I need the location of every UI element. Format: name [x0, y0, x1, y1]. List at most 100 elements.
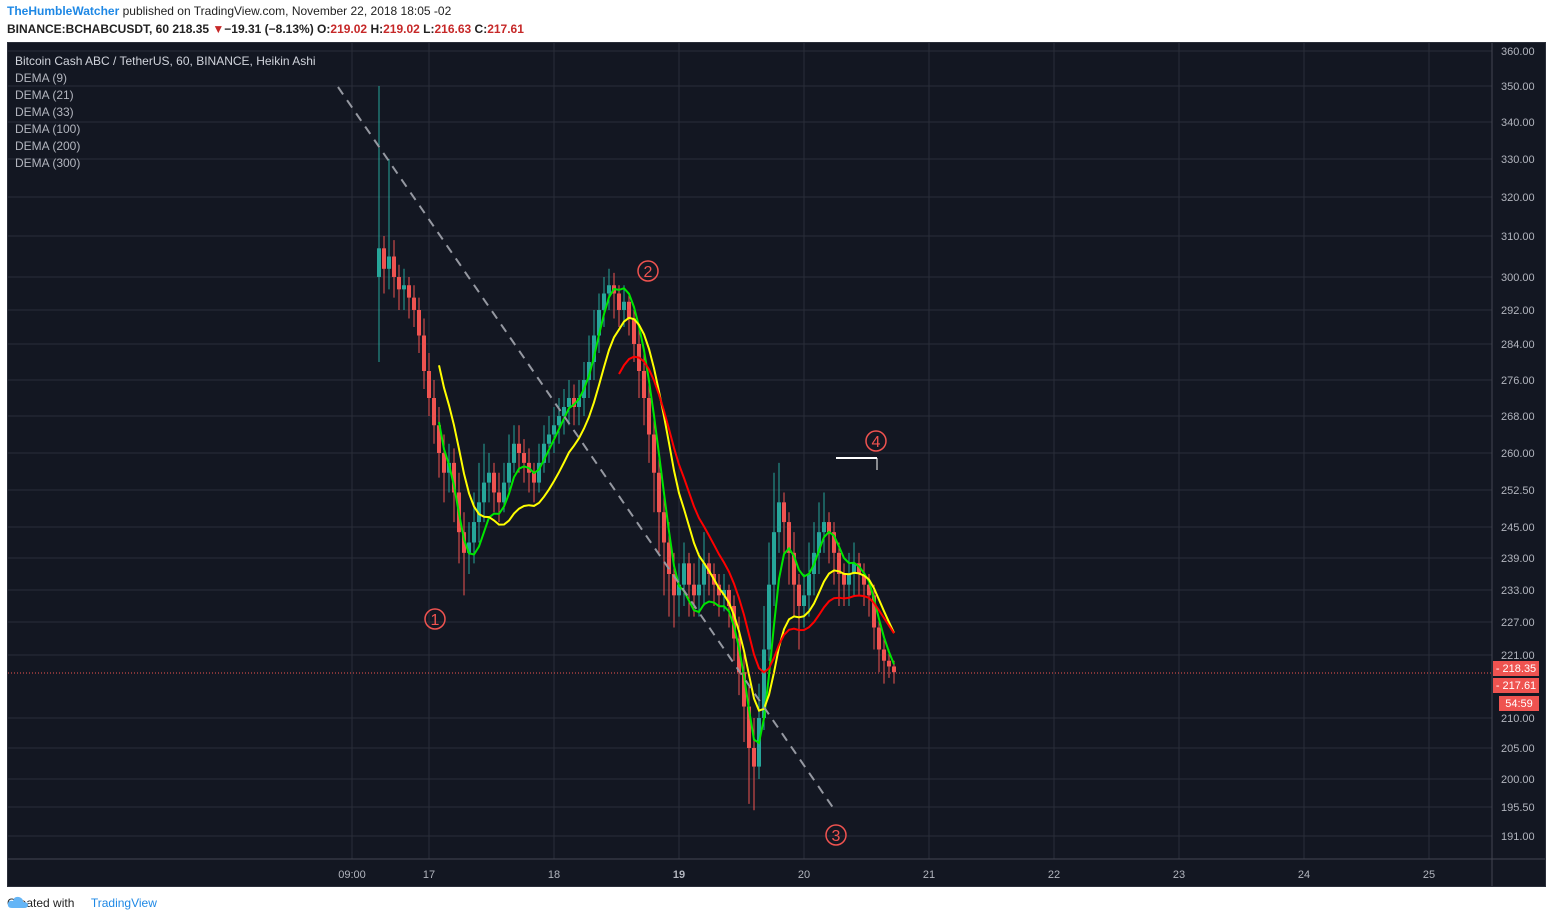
dema-9-line	[438, 287, 895, 745]
candle-body	[882, 649, 886, 661]
candle-body	[752, 748, 756, 767]
candle-body	[722, 590, 726, 596]
candle-body	[837, 552, 841, 574]
candle-body	[842, 574, 846, 585]
x-tick-label: 19	[673, 869, 685, 881]
legend-indicator[interactable]: DEMA (21)	[15, 88, 74, 102]
candle-body	[497, 492, 501, 503]
candle-body	[692, 584, 696, 596]
candle-body	[472, 522, 476, 543]
candle-body	[672, 574, 676, 596]
y-tick-label: 195.50	[1501, 802, 1535, 814]
candle-body	[567, 398, 571, 407]
dema-21-line	[438, 316, 895, 712]
countdown-label: 54:59	[1505, 698, 1533, 710]
candle-body	[832, 532, 836, 553]
candle-body	[762, 649, 766, 718]
y-tick-label: 330.00	[1501, 154, 1535, 166]
wave-label-circle	[637, 260, 659, 282]
candle-body	[487, 472, 491, 483]
y-tick-label: 233.00	[1501, 585, 1535, 597]
candle-body	[857, 563, 861, 574]
candle-body	[652, 434, 656, 473]
candle-body	[537, 462, 541, 483]
low-label: L:	[423, 22, 435, 36]
tradingview-brand-link[interactable]: TradingView	[90, 896, 157, 910]
symbol-name: BINANCE:BCHABCUSDT, 60	[7, 22, 170, 36]
y-tick-label: 245.00	[1501, 522, 1535, 534]
open-label: O:	[317, 22, 331, 36]
price-axis-label-bg	[1493, 661, 1539, 676]
candle-body	[422, 335, 426, 371]
x-tick-label: 25	[1423, 869, 1435, 881]
candle-body	[412, 297, 416, 310]
footer: Created with TradingView	[7, 896, 157, 910]
chart-panel[interactable]	[7, 42, 1546, 887]
candle-body	[592, 335, 596, 362]
price-change: −19.31 (−8.13%)	[224, 22, 314, 36]
legend-indicator[interactable]: DEMA (9)	[15, 71, 68, 85]
candle-body	[387, 256, 391, 269]
candle-body	[552, 425, 556, 435]
symbol-header: BINANCE:BCHABCUSDT, 60 218.35 ▼−19.31 (−…	[7, 22, 524, 36]
x-tick-label: 17	[423, 869, 435, 881]
candle-body	[512, 443, 516, 463]
legend-indicator[interactable]: DEMA (33)	[15, 105, 74, 119]
candle-body	[407, 285, 411, 298]
candle-body	[462, 532, 466, 553]
candle-body	[742, 672, 746, 707]
legend-indicator[interactable]: DEMA (100)	[15, 122, 81, 136]
candle-body	[797, 584, 801, 606]
candle-body	[807, 574, 811, 596]
candle-body	[747, 706, 751, 748]
candle-body	[867, 584, 871, 596]
candle-body	[677, 584, 681, 596]
candle-body	[467, 542, 471, 553]
y-tick-label: 292.00	[1501, 305, 1535, 317]
candle-body	[382, 248, 386, 269]
candle-body	[597, 310, 601, 336]
candle-body	[687, 563, 691, 585]
candle-body	[502, 482, 506, 503]
candle-body	[492, 472, 496, 493]
candle-body	[862, 574, 866, 585]
y-tick-label: 276.00	[1501, 375, 1535, 387]
candle-body	[817, 532, 821, 553]
candle-body	[607, 285, 611, 294]
wave-label-circle	[865, 430, 887, 452]
candle-body	[717, 584, 721, 596]
close-label: C:	[474, 22, 488, 36]
y-tick-label: 221.00	[1501, 650, 1535, 662]
candle-body	[887, 660, 891, 667]
price-axis-label-bg	[1493, 678, 1539, 693]
candle-body	[542, 443, 546, 463]
candle-body	[557, 416, 561, 426]
legend-indicator[interactable]: DEMA (200)	[15, 139, 81, 153]
wave-label-number: 1	[431, 612, 440, 629]
candle-body	[787, 522, 791, 553]
last-price-label: - 218.35	[1496, 663, 1536, 675]
candle-body	[827, 522, 831, 533]
candle-body	[427, 371, 431, 398]
y-tick-label: 284.00	[1501, 339, 1535, 351]
candle-body	[642, 371, 646, 398]
chart-legend: Bitcoin Cash ABC / TetherUS, 60, BINANCE…	[15, 53, 316, 172]
candle-body	[442, 453, 446, 473]
candle-body	[572, 398, 576, 407]
candle-body	[702, 563, 706, 585]
wave-label-number: 3	[832, 828, 841, 845]
y-tick-label: 340.00	[1501, 117, 1535, 129]
author-name[interactable]: TheHumbleWatcher	[7, 4, 120, 18]
x-tick-label: 20	[798, 869, 810, 881]
candle-body	[792, 552, 796, 585]
candle-body	[622, 301, 626, 310]
candle-body	[777, 502, 781, 533]
candle-body	[782, 502, 786, 523]
candle-body	[452, 462, 456, 493]
candle-body	[662, 512, 666, 543]
candle-body	[562, 407, 566, 416]
candle-body	[617, 293, 621, 310]
last-price: 218.35	[172, 22, 210, 36]
legend-indicator[interactable]: DEMA (300)	[15, 156, 81, 170]
